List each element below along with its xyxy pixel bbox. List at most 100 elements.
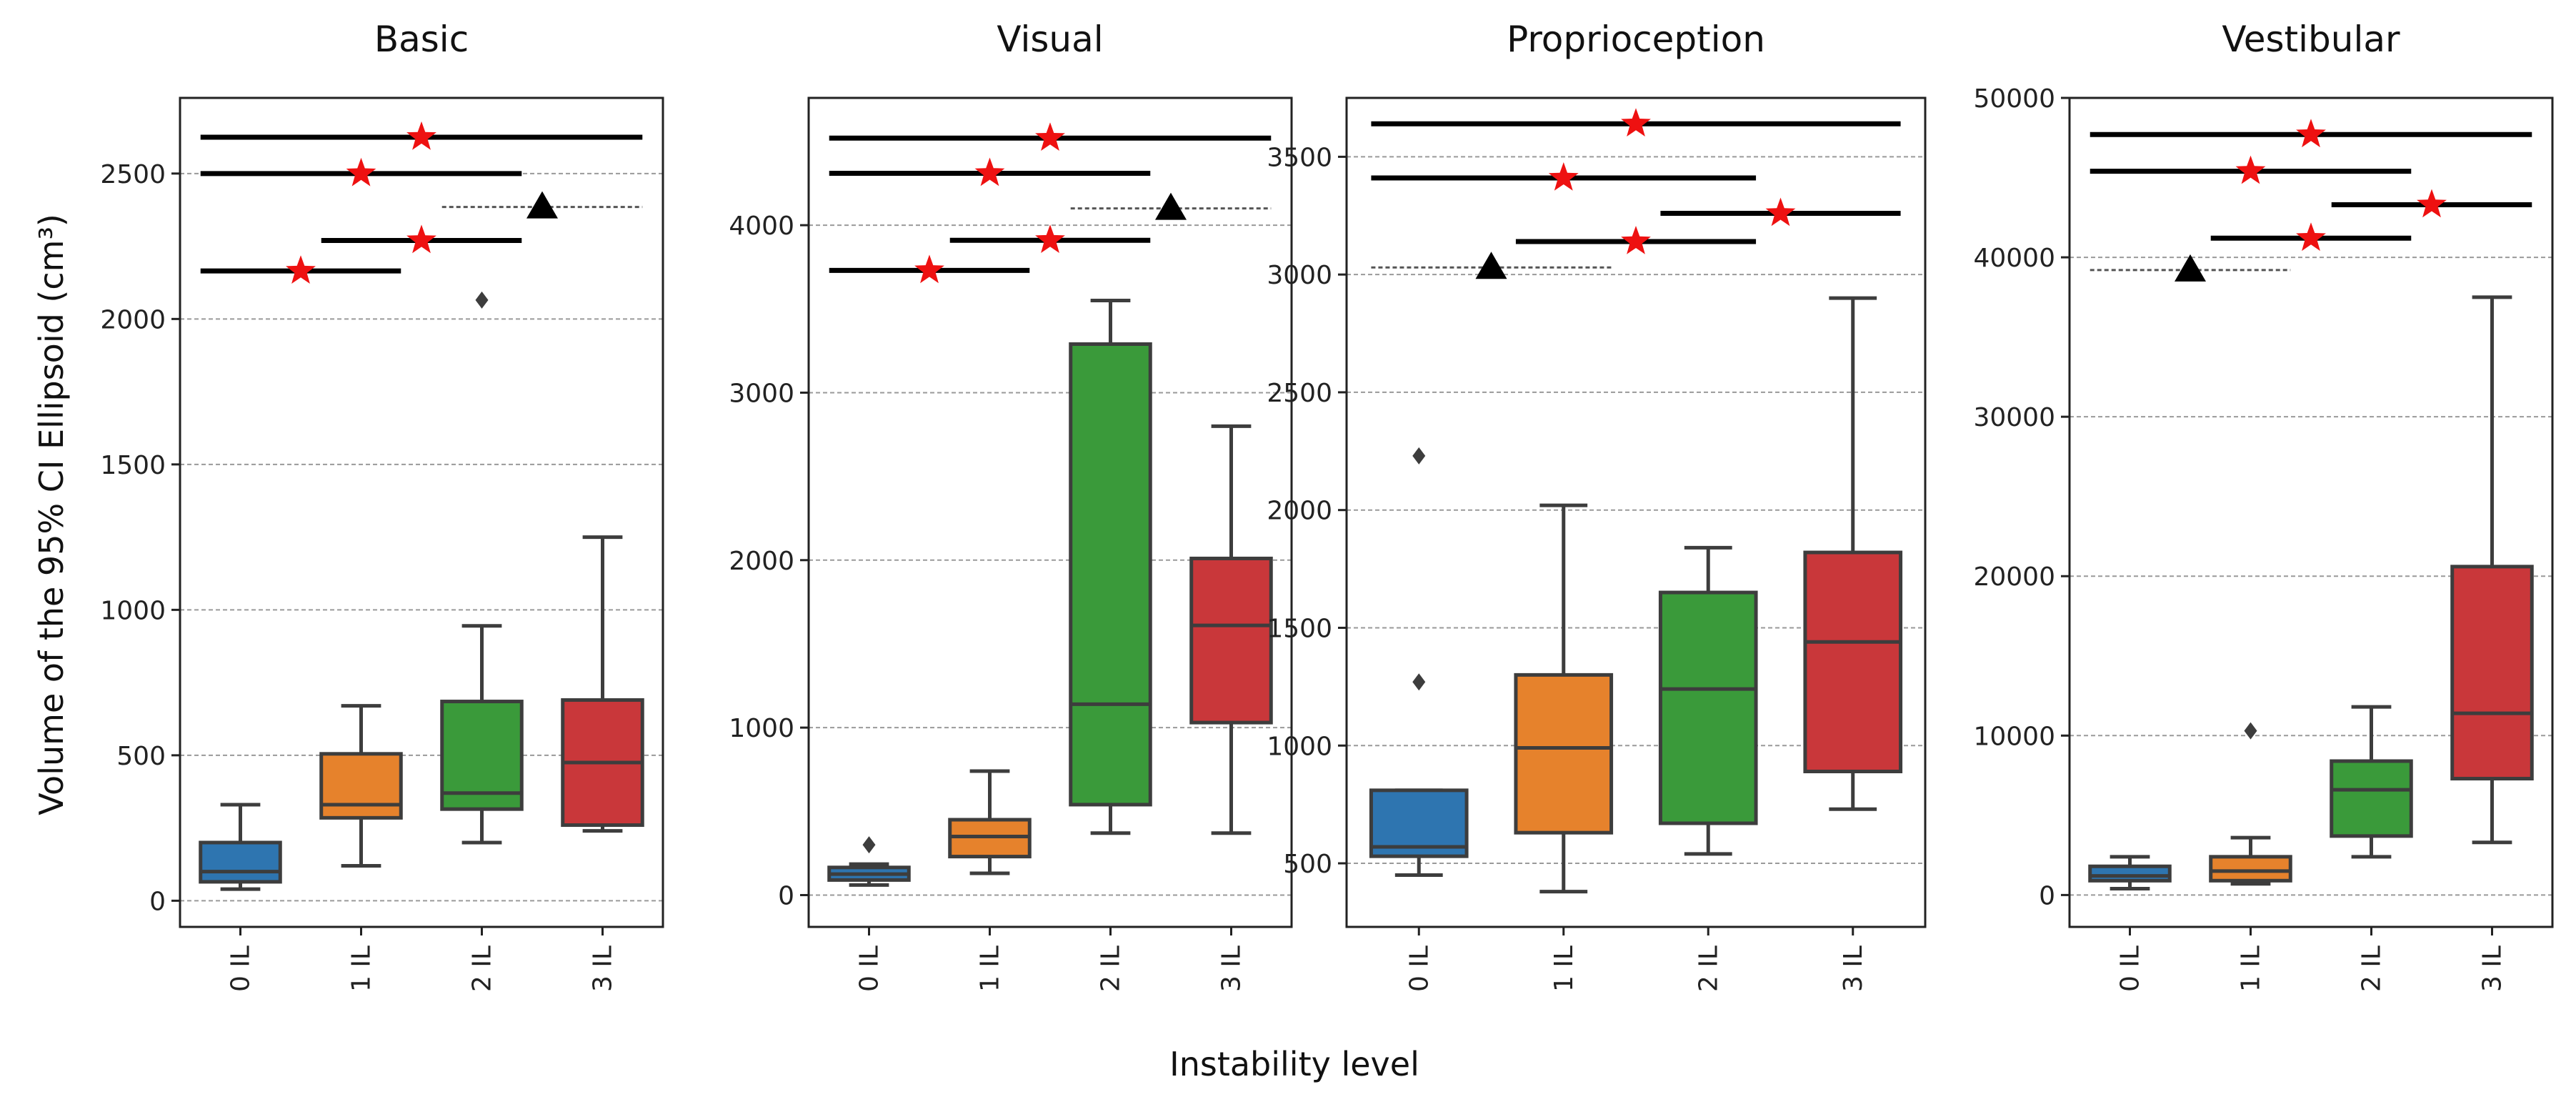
- outlier-point: [2244, 722, 2257, 740]
- box-2-il: [1658, 545, 1758, 856]
- x-tick-label: 1 IL: [347, 945, 376, 992]
- outlier-point: [1412, 673, 1426, 691]
- y-tick-label: 4000: [729, 212, 794, 241]
- y-tick-label: 30000: [1973, 403, 2055, 432]
- y-tick-label: 3500: [1267, 143, 1332, 172]
- y-tick-label: 1000: [1267, 732, 1332, 761]
- axes-frame: [807, 96, 1293, 928]
- significance-star-marker: [346, 157, 376, 187]
- panel-vestibular: Vestibular 0 10000 20000 30000 40000 50000 0 IL…: [1973, 19, 2554, 992]
- x-tick-label: 3 IL: [589, 945, 618, 992]
- axes-frame: [179, 96, 664, 928]
- y-tick-label: 1500: [1267, 614, 1332, 643]
- significance-star-marker: [1765, 197, 1796, 227]
- significance-star-marker: [2296, 222, 2326, 252]
- iqr-box: [2450, 565, 2534, 781]
- x-tick-label: 2 IL: [1097, 945, 1126, 992]
- panel-title: Basic: [374, 19, 469, 60]
- x-tick-label: 3 IL: [1217, 945, 1247, 992]
- iqr-box: [1069, 342, 1152, 807]
- significance-star-marker: [406, 121, 436, 150]
- iqr-box: [2088, 864, 2172, 883]
- trend-triangle-marker: [1155, 192, 1187, 220]
- significance-star-marker: [2235, 155, 2266, 184]
- significance-star-marker: [286, 255, 316, 284]
- significance-star-marker: [1621, 108, 1651, 136]
- figure-y-axis-label: Volume of the 95% CI Ellipsoid (cm³): [32, 214, 71, 815]
- panel-title: Proprioception: [1507, 19, 1765, 60]
- trend-triangle-marker: [1475, 252, 1507, 279]
- x-tick-label: 0 IL: [2116, 945, 2145, 992]
- significance-star-marker: [1035, 224, 1065, 253]
- y-tick-label: 50000: [1973, 84, 2055, 114]
- x-tick-label: 0 IL: [226, 945, 256, 992]
- y-tick-label: 40000: [1973, 244, 2055, 273]
- iqr-box: [1189, 556, 1273, 725]
- significance-star-marker: [2296, 119, 2326, 148]
- panel-title: Visual: [997, 19, 1103, 60]
- significance-star-marker: [1035, 122, 1065, 151]
- y-tick-label: 2000: [1267, 497, 1332, 526]
- y-tick-label: 0: [778, 881, 794, 910]
- y-tick-label: 2500: [100, 160, 166, 189]
- iqr-box: [319, 752, 403, 820]
- figure-x-axis-label: Instability level: [1169, 1045, 1419, 1083]
- iqr-box: [1803, 550, 1903, 773]
- outlier-point: [1412, 447, 1426, 465]
- y-tick-label: 0: [2039, 881, 2055, 910]
- panel-basic: Basic 0 500 1000 1500 2000 2500 0 IL 1 IL 2 IL 3 I…: [100, 19, 664, 992]
- box-1-il: [948, 769, 1032, 875]
- y-tick-label: 3000: [729, 379, 794, 408]
- x-tick-label: 1 IL: [2237, 945, 2266, 992]
- x-tick-label: 2 IL: [2357, 945, 2387, 992]
- y-tick-label: 0: [149, 887, 166, 916]
- x-tick-label: 3 IL: [1839, 945, 1868, 992]
- y-tick-label: 2000: [729, 547, 794, 576]
- x-tick-label: 1 IL: [976, 945, 1005, 992]
- y-tick-label: 500: [116, 742, 166, 771]
- iqr-box: [199, 840, 282, 884]
- y-tick-label: 500: [1283, 850, 1332, 879]
- x-tick-label: 1 IL: [1549, 945, 1579, 992]
- y-tick-label: 10000: [1973, 722, 2055, 751]
- panel-visual: Visual 0 1000 2000 3000 4000 0 IL 1 IL 2 IL 3 IL: [729, 19, 1293, 992]
- iqr-box: [1658, 590, 1758, 825]
- box-0-il: [2088, 855, 2172, 890]
- iqr-box: [2330, 759, 2413, 838]
- x-tick-label: 2 IL: [468, 945, 497, 992]
- outlier-point: [862, 836, 876, 854]
- box-3-il: [2450, 295, 2534, 845]
- box-0-il: [199, 803, 282, 891]
- box-2-il: [440, 291, 524, 845]
- box-2-il: [2330, 705, 2413, 859]
- y-tick-label: 2500: [1267, 379, 1332, 408]
- y-tick-label: 1000: [729, 714, 794, 743]
- x-tick-label: 0 IL: [855, 945, 884, 992]
- box-0-il: [1369, 447, 1469, 877]
- y-tick-label: 20000: [1973, 562, 2055, 592]
- significance-star-marker: [2417, 189, 2447, 218]
- x-tick-label: 2 IL: [1694, 945, 1723, 992]
- box-1-il: [319, 704, 403, 868]
- x-tick-label: 0 IL: [1404, 945, 1434, 992]
- trend-triangle-marker: [526, 191, 558, 219]
- significance-star-marker: [914, 254, 944, 284]
- outlier-point: [475, 291, 489, 309]
- iqr-box: [1514, 672, 1614, 835]
- box-1-il: [2209, 722, 2292, 886]
- box-1-il: [1514, 503, 1614, 894]
- box-3-il: [1189, 424, 1273, 835]
- panel-proprioception: Proprioception 500 1000 1500 2000 2500 3000 350…: [1267, 19, 1927, 992]
- significance-star-marker: [406, 224, 436, 254]
- axes-frame: [1345, 96, 1927, 928]
- significance-star-marker: [1621, 226, 1651, 254]
- axes-frame: [2068, 96, 2554, 928]
- box-3-il: [561, 535, 644, 833]
- x-tick-label: 3 IL: [2478, 945, 2507, 992]
- panel-title: Vestibular: [2222, 19, 2400, 60]
- y-tick-label: 1500: [100, 451, 166, 480]
- significance-star-marker: [974, 157, 1005, 187]
- y-tick-label: 2000: [100, 305, 166, 334]
- y-tick-label: 3000: [1267, 261, 1332, 290]
